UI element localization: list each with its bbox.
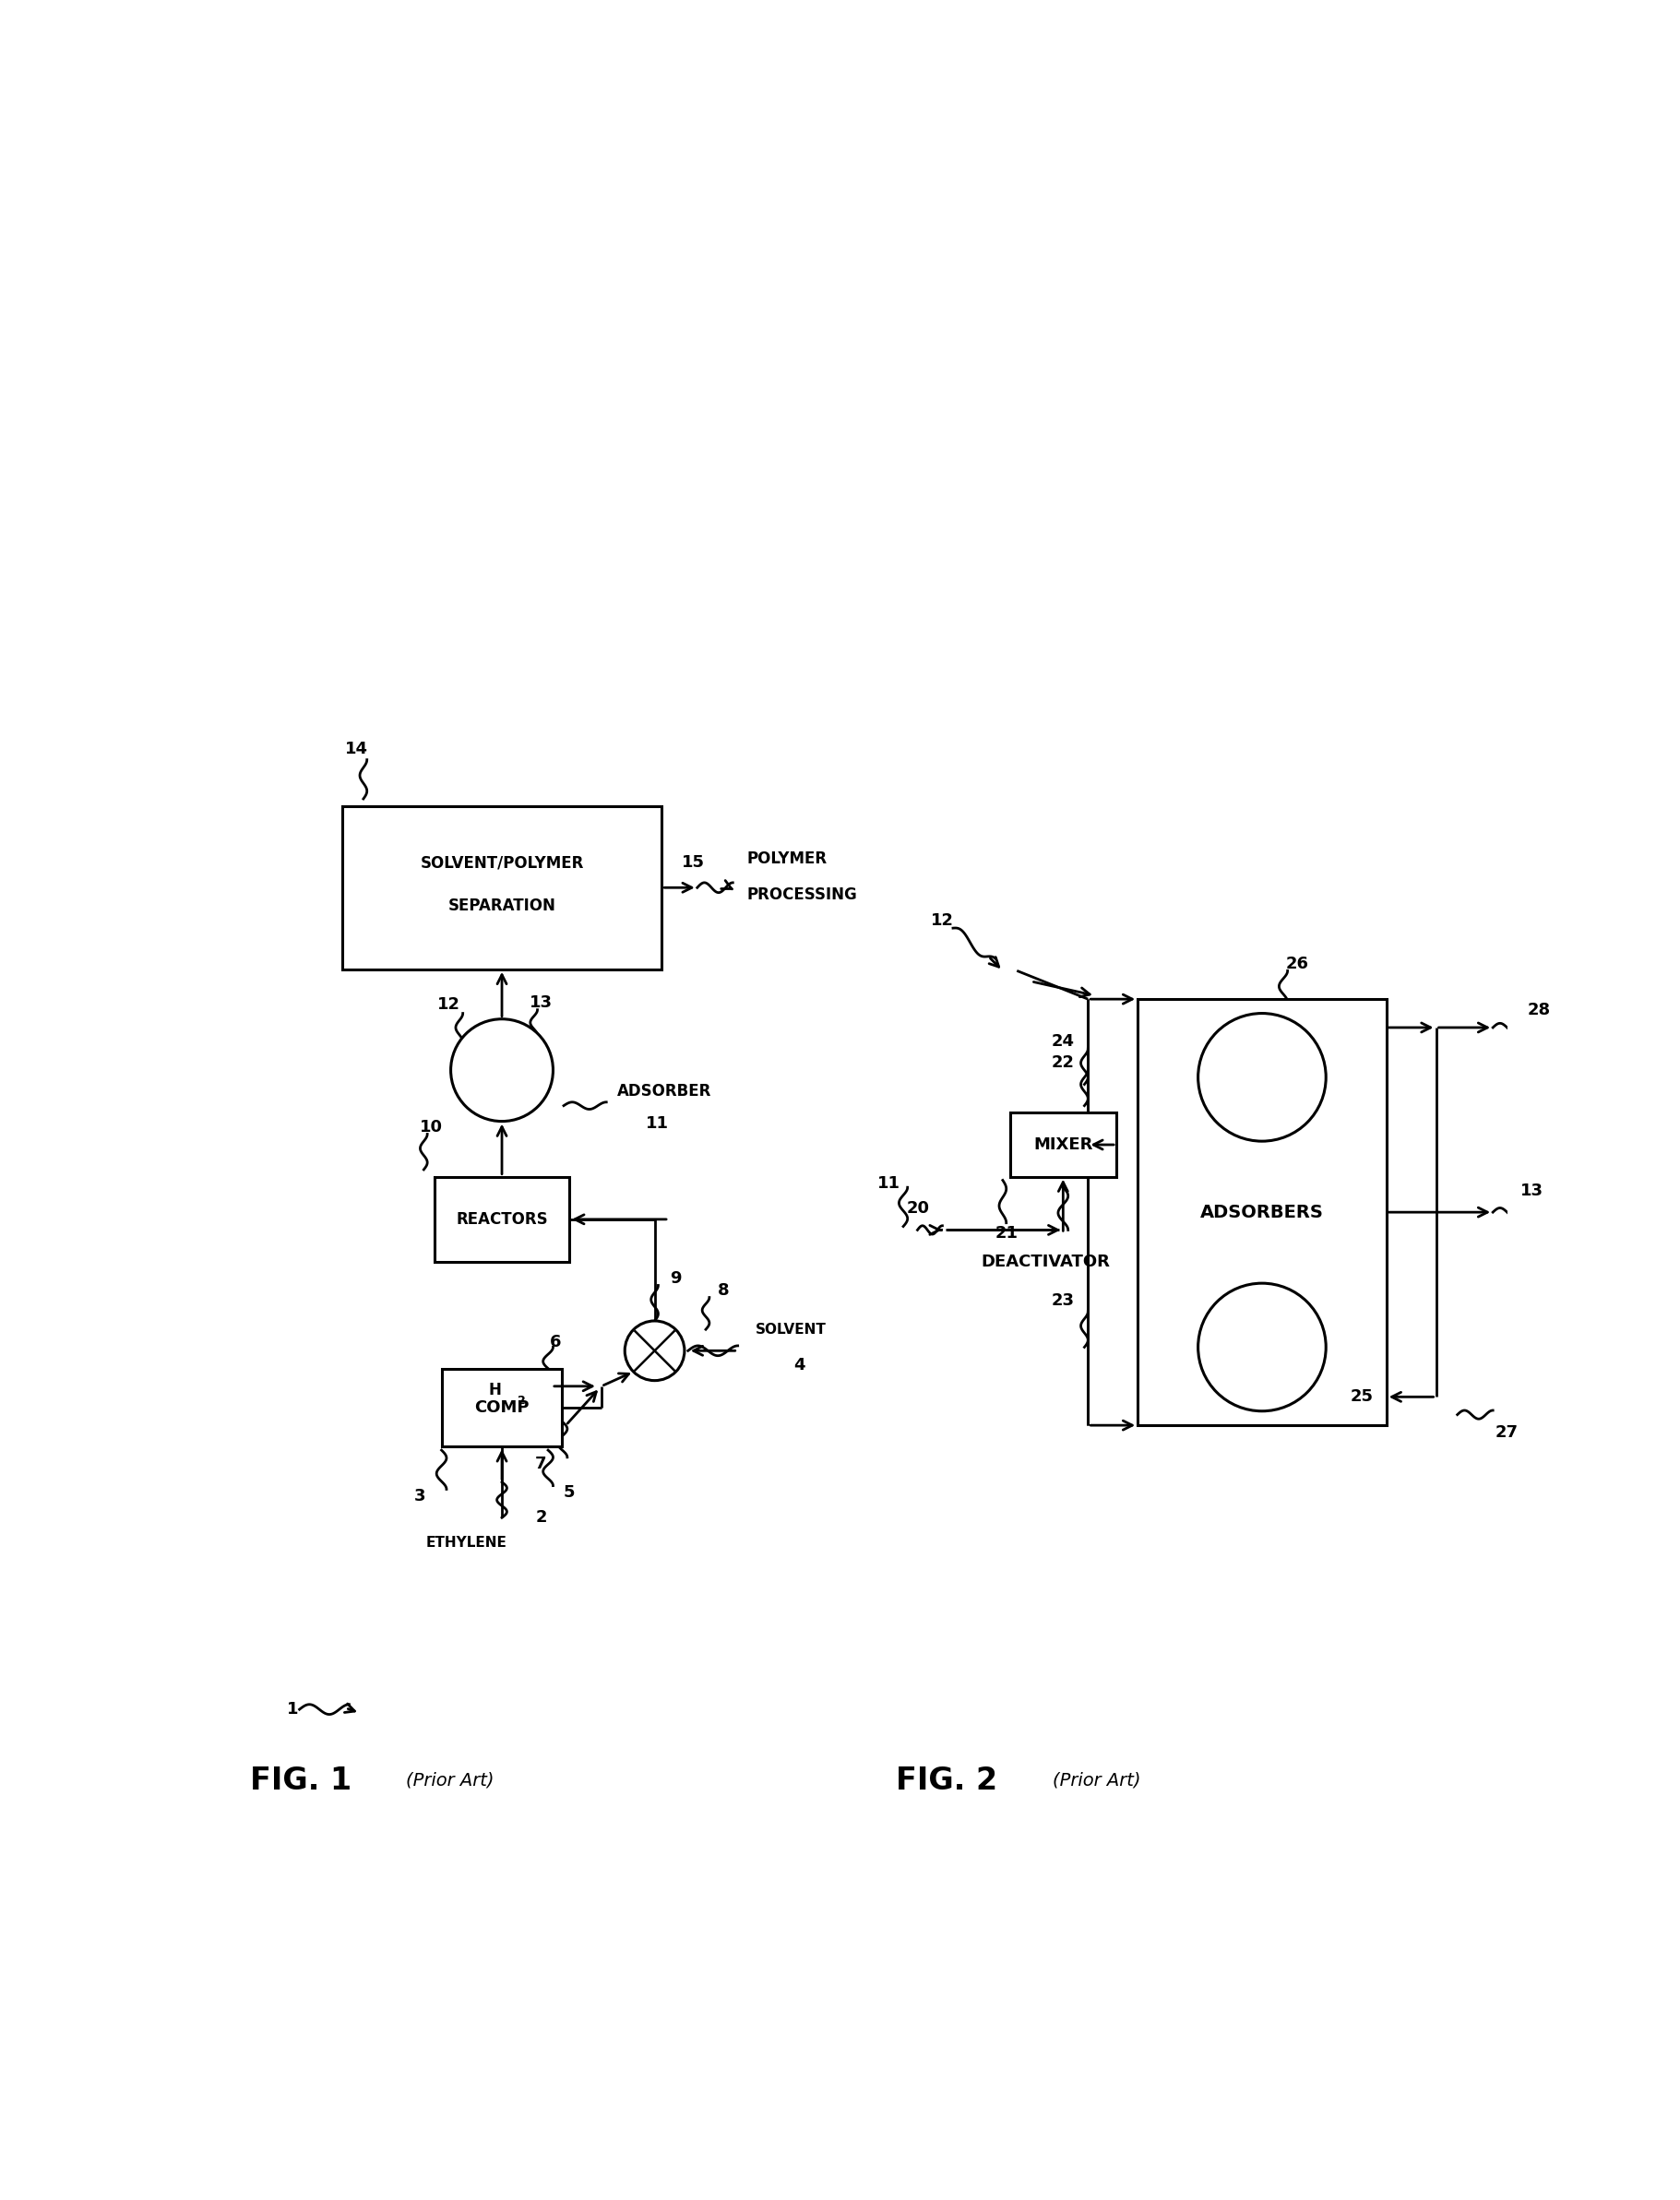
Text: 21: 21 <box>995 1225 1018 1241</box>
Text: ETHYLENE: ETHYLENE <box>425 1536 507 1549</box>
Text: 7: 7 <box>536 1456 546 1472</box>
Text: 13: 13 <box>529 994 553 1012</box>
Text: MIXER: MIXER <box>1033 1137 1092 1153</box>
Bar <box>1010 1113 1117 1177</box>
Text: 22: 22 <box>1052 1054 1075 1071</box>
Text: 11: 11 <box>645 1115 669 1131</box>
Text: 5: 5 <box>563 1485 575 1500</box>
Bar <box>442 1368 563 1448</box>
Text: 6: 6 <box>549 1333 561 1351</box>
Text: POLYMER: POLYMER <box>748 851 827 867</box>
Text: 20: 20 <box>907 1201 931 1217</box>
Text: 26: 26 <box>1285 955 1309 972</box>
Text: SEPARATION: SEPARATION <box>449 898 556 913</box>
Text: 27: 27 <box>1495 1423 1519 1441</box>
Text: 28: 28 <box>1527 1001 1551 1019</box>
Text: FIG. 1: FIG. 1 <box>250 1764 351 1795</box>
Text: 2: 2 <box>536 1509 546 1527</box>
Text: SOLVENT: SOLVENT <box>756 1322 827 1335</box>
Text: 23: 23 <box>1052 1294 1075 1309</box>
Circle shape <box>625 1320 684 1382</box>
Text: 14: 14 <box>344 741 368 757</box>
Text: FIG. 2: FIG. 2 <box>895 1764 998 1795</box>
Text: 3: 3 <box>415 1487 427 1505</box>
Text: 10: 10 <box>420 1118 442 1135</box>
Text: 12: 12 <box>437 997 460 1014</box>
Text: 4: 4 <box>793 1357 805 1373</box>
Circle shape <box>450 1019 553 1122</box>
Text: PROCESSING: PROCESSING <box>748 887 857 902</box>
Circle shape <box>1198 1014 1326 1142</box>
Text: 15: 15 <box>682 854 706 871</box>
Text: SOLVENT/POLYMER: SOLVENT/POLYMER <box>420 854 583 871</box>
Text: COMP: COMP <box>474 1399 529 1417</box>
Text: 1: 1 <box>287 1701 297 1718</box>
Bar <box>1137 999 1386 1426</box>
Bar <box>343 805 662 970</box>
Text: H: H <box>489 1382 501 1397</box>
Text: 11: 11 <box>877 1175 900 1192</box>
Text: DEACTIVATOR: DEACTIVATOR <box>981 1254 1110 1269</box>
Text: REACTORS: REACTORS <box>455 1210 548 1228</box>
Text: ADSORBERS: ADSORBERS <box>1200 1203 1324 1221</box>
Text: 2: 2 <box>517 1395 526 1406</box>
Text: 12: 12 <box>931 913 954 928</box>
Circle shape <box>1198 1283 1326 1410</box>
Text: ADSORBER: ADSORBER <box>617 1082 711 1100</box>
Text: 25: 25 <box>1351 1388 1373 1406</box>
Text: 8: 8 <box>717 1283 729 1298</box>
Text: 24: 24 <box>1052 1034 1075 1049</box>
Text: 9: 9 <box>670 1269 682 1287</box>
Text: (Prior Art): (Prior Art) <box>407 1771 494 1789</box>
Text: (Prior Art): (Prior Art) <box>1052 1771 1141 1789</box>
Text: 13: 13 <box>1520 1184 1544 1199</box>
Bar <box>435 1177 570 1263</box>
